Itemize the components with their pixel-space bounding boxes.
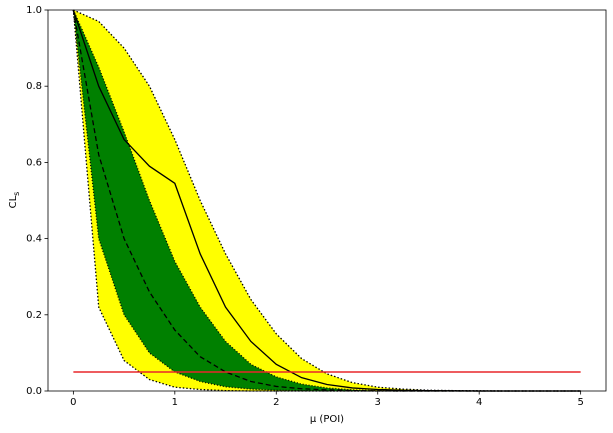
y-tick-label: 0.4 [26, 234, 42, 245]
y-tick-label: 0.0 [26, 386, 42, 397]
x-tick-label: 3 [375, 397, 381, 408]
band [73, 10, 581, 391]
x-tick-label: 2 [273, 397, 279, 408]
x-tick-label: 5 [577, 397, 583, 408]
y-tick-label: 0.8 [26, 81, 42, 92]
y-axis-label-sub: s [12, 192, 21, 196]
x-axis-label: μ (POI) [310, 414, 344, 425]
expected-line [72, 9, 581, 392]
plot-area [72, 9, 581, 392]
y-tick-label: 1.0 [26, 5, 42, 16]
band-edge [72, 9, 581, 392]
y-axis-label: CLs [8, 192, 21, 209]
y-tick-label: 0.2 [26, 310, 42, 321]
x-tick-label: 0 [70, 397, 76, 408]
y-axis-label-main: CL [8, 195, 19, 208]
x-tick-label: 4 [476, 397, 482, 408]
y-tick-label: 0.6 [26, 157, 42, 168]
band-edge [73, 9, 581, 392]
plot-frame [47, 9, 607, 392]
band [73, 10, 581, 391]
x-tick-label: 1 [172, 397, 178, 408]
